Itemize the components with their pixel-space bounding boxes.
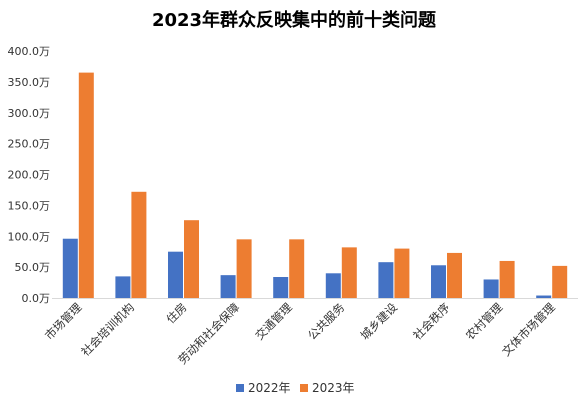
bar-series2: [131, 191, 147, 298]
y-axis: 0.0万 50.0万 100.0万 150.0万 200.0万 250.0万 300.0万 3…: [8, 45, 578, 305]
y-tick-label: 150.0万: [8, 199, 51, 212]
bar-series2: [236, 239, 252, 298]
y-tick-label: 0.0万: [22, 292, 51, 305]
bar-series1: [62, 238, 78, 298]
y-tick-label: 100.0万: [8, 230, 51, 243]
bar-series1: [483, 279, 499, 298]
bar-series2: [394, 248, 410, 298]
bar-series2: [184, 220, 199, 298]
x-tick-label: 住房: [163, 300, 189, 326]
legend-swatch: [300, 384, 308, 392]
y-tick-label: 350.0万: [8, 76, 51, 89]
bar-series1: [431, 265, 446, 298]
bar-series1: [273, 277, 289, 298]
x-tick-label: 交通管理: [252, 300, 295, 343]
bar-series2: [341, 247, 357, 298]
bar-series1: [536, 295, 552, 298]
legend: 2022年 2023年: [236, 381, 355, 395]
bars: [62, 72, 568, 298]
legend-label: 2023年: [312, 381, 355, 395]
legend-label: 2022年: [248, 381, 291, 395]
bar-series2: [78, 72, 94, 298]
y-tick-label: 50.0万: [15, 261, 51, 274]
bar-series2: [499, 260, 515, 298]
bar-series1: [168, 251, 183, 298]
bar-series2: [552, 265, 568, 298]
x-tick-label: 文体市场管理: [499, 300, 558, 359]
x-tick-label: 农村管理: [463, 300, 506, 343]
y-tick-label: 200.0万: [8, 169, 51, 182]
x-tick-label: 公共服务: [305, 300, 348, 343]
x-tick-label: 社会秩序: [410, 300, 452, 342]
legend-swatch: [236, 384, 244, 392]
bar-series1: [325, 273, 341, 298]
x-tick-label: 市场管理: [42, 300, 85, 343]
y-tick-label: 250.0万: [8, 138, 51, 151]
x-tick-label: 城乡建设: [358, 300, 401, 343]
bar-series1: [220, 275, 236, 298]
bar-series1: [378, 262, 394, 298]
bar-series2: [289, 239, 305, 298]
chart-title: 2023年群众反映集中的前十类问题: [151, 10, 437, 31]
y-tick-label: 400.0万: [8, 45, 51, 58]
bar-series1: [115, 276, 131, 298]
y-tick-label: 300.0万: [8, 107, 51, 120]
x-tick-label: 社会培训机构: [78, 300, 137, 359]
bar-series2: [447, 252, 462, 298]
